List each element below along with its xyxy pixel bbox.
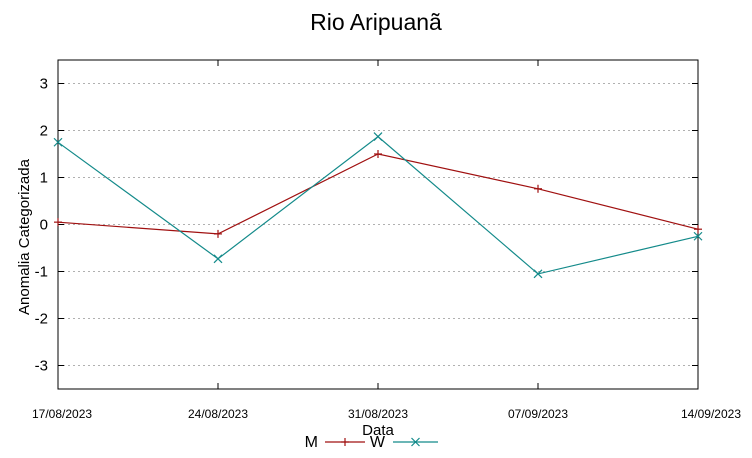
data-point-w (533, 269, 543, 279)
data-point-m (54, 218, 62, 227)
legend-label-w: W (370, 434, 386, 451)
chart-title: Rio Aripuanã (310, 9, 442, 35)
x-tick-label: 14/09/2023 (681, 407, 741, 421)
legend-label-m: M (305, 434, 318, 451)
data-point-w (693, 231, 703, 241)
data-point-w (213, 254, 223, 264)
y-tick-label: 1 (40, 170, 48, 187)
x-tick-label: 17/08/2023 (32, 407, 92, 421)
data-point-m (534, 184, 542, 193)
y-tick-label: 2 (40, 123, 48, 140)
series-line-m (57, 153, 699, 235)
y-tick-label: -1 (35, 264, 48, 281)
y-tick-label: -3 (35, 358, 48, 375)
x-axis-label: Data (362, 422, 394, 439)
legend-marker-w (411, 437, 420, 447)
series-group (53, 132, 703, 279)
grid-lines (58, 83, 698, 366)
x-tick-label: 07/09/2023 (508, 407, 568, 421)
x-tick-label: 24/08/2023 (188, 407, 248, 421)
y-tick-label: 3 (40, 76, 48, 93)
data-point-w (53, 137, 63, 147)
legend-marker-m (341, 438, 349, 446)
y-tick-label: -2 (35, 311, 48, 328)
y-axis-label: Anomalia Categorizada (16, 158, 33, 315)
x-tick-label: 31/08/2023 (348, 407, 408, 421)
axis-ticks: 3 2 1 0 -1 -2 -3 17/08/2023 24/08/2023 31/08/2023… (32, 60, 741, 421)
data-point-m (214, 229, 222, 238)
y-tick-label: 0 (40, 217, 48, 234)
data-point-m (374, 150, 382, 158)
data-point-m (694, 225, 702, 234)
data-point-w (373, 132, 383, 142)
